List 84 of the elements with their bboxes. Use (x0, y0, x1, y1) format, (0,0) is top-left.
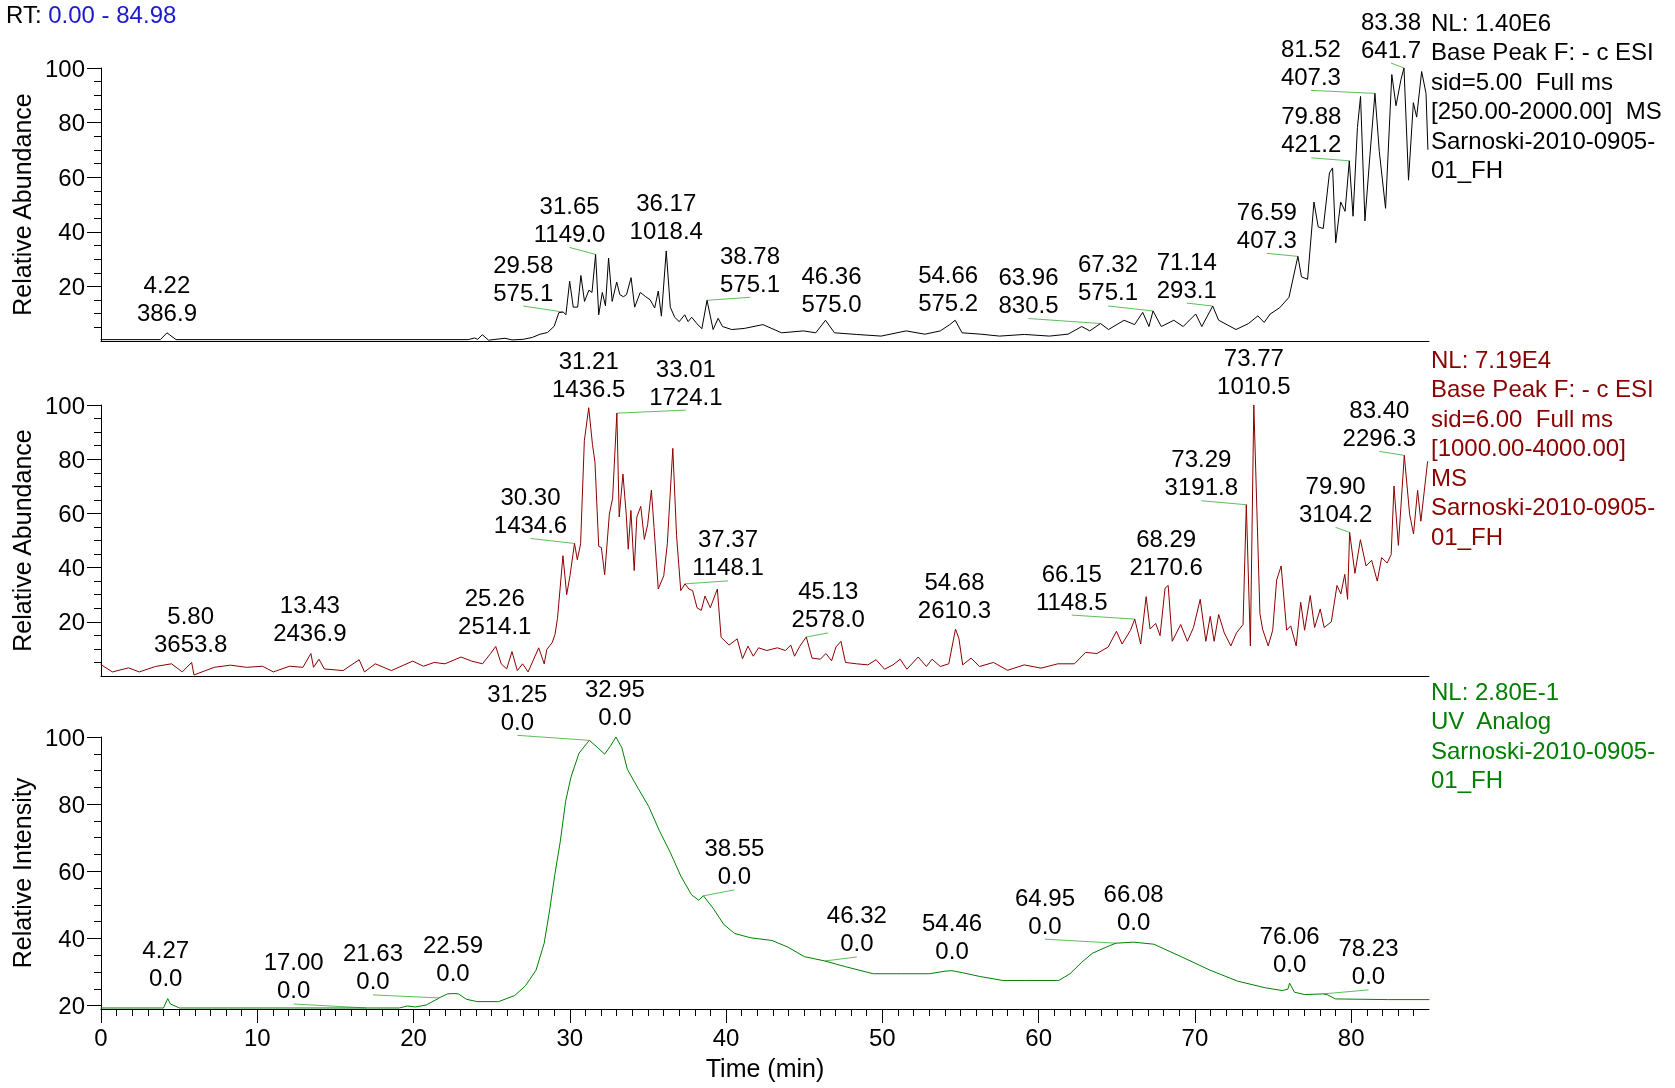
annotation: 78.23 0.0 (1338, 934, 1399, 990)
y-tick-label: 100 (44, 723, 85, 751)
text: Sarnoski-2010-0905-01_FH (1431, 493, 1656, 550)
annotation: 38.78 575.1 (719, 241, 781, 297)
x-tick-label: 30 (556, 1023, 584, 1051)
text: sid=5.00 Full ms (1431, 67, 1614, 95)
annotation: 46.36 575.0 (801, 261, 862, 317)
y-axis-title: Relative Intensity (7, 777, 36, 969)
y-tick-label: 20 (58, 272, 85, 300)
x-tick-label: 80 (1337, 1023, 1365, 1051)
annotation: 63.96 830.5 (998, 263, 1059, 319)
y-axis-title: Relative Abundance (7, 429, 36, 652)
annotation: 21.63 0.0 (342, 939, 404, 995)
x-tick-label: 0 (94, 1023, 108, 1051)
annotation: 36.17 1018.4 (629, 189, 703, 245)
y-tick-label: 100 (44, 391, 85, 419)
annotation: 54.68 2610.3 (917, 567, 992, 623)
chart-title: RT: 0.00 - 84.98 (6, 0, 177, 28)
annotation: 67.32 575.1 (1077, 250, 1139, 306)
y-tick-label: 40 (58, 554, 85, 582)
y-tick-label: 20 (58, 992, 85, 1020)
y-tick-label: 20 (58, 608, 85, 636)
annotation: 73.29 3191.8 (1164, 445, 1239, 501)
y-axis-title: Relative Abundance (7, 93, 36, 316)
text: Base Peak F: - c ESI (1431, 375, 1654, 402)
annotation: 4.22 386.9 (136, 271, 197, 327)
text: UV Analog (1431, 707, 1552, 734)
annotation: 76.59 407.3 (1236, 197, 1297, 253)
x-tick-label: 50 (869, 1023, 896, 1051)
y-tick-label: 40 (58, 924, 85, 952)
text: NL: 7.19E4 (1431, 345, 1552, 373)
text: NL: 2.80E-1 (1431, 677, 1560, 705)
annotation: 79.90 3104.2 (1298, 471, 1373, 527)
text: Base Peak F: - c ESI (1431, 38, 1654, 65)
y-tick-label: 80 (58, 445, 85, 473)
annotation: 54.46 0.0 (922, 909, 983, 965)
annotation: 31.21 1436.5 (552, 347, 626, 403)
text: sid=6.00 Full ms (1431, 404, 1614, 432)
y-tick-label: 60 (58, 499, 85, 527)
x-tick-label: 40 (712, 1023, 740, 1051)
annotation: 31.65 1149.0 (533, 191, 606, 247)
text: Sarnoski-2010-0905-01_FH (1431, 736, 1656, 793)
annotation: 29.58 575.1 (493, 250, 554, 306)
annotation: 79.88 421.2 (1281, 102, 1342, 158)
y-tick-label: 80 (58, 790, 85, 818)
y-tick-label: 80 (58, 109, 85, 137)
annotation: 68.29 2170.6 (1129, 524, 1203, 580)
annotation: 73.77 1010.5 (1217, 343, 1291, 399)
annotation: 71.14 293.1 (1156, 247, 1217, 303)
text: NL: 1.40E6 (1431, 8, 1552, 36)
x-tick-label: 70 (1181, 1023, 1209, 1051)
annotation: 32.95 0.0 (584, 674, 645, 730)
annotation: 30.30 1434.6 (493, 482, 568, 538)
annotation: 66.08 0.0 (1103, 879, 1164, 935)
x-axis-title: Time (min) (705, 1053, 825, 1082)
y-tick-label: 100 (44, 54, 85, 82)
annotation: 4.27 0.0 (142, 936, 190, 992)
annotation: 45.13 2578.0 (791, 577, 865, 633)
y-tick-label: 40 (58, 218, 85, 246)
x-tick-label: 20 (400, 1023, 427, 1051)
y-tick-label: 60 (58, 163, 85, 191)
annotation: 46.32 0.0 (826, 901, 887, 957)
annotation: 25.26 2514.1 (458, 583, 532, 639)
annotation: 66.15 1148.5 (1035, 559, 1108, 615)
x-tick-label: 60 (1025, 1023, 1052, 1051)
annotation: 76.06 0.0 (1259, 921, 1320, 977)
y-tick-label: 60 (58, 857, 85, 885)
annotation: 64.95 0.0 (1014, 883, 1076, 939)
annotation: 5.80 3653.8 (153, 601, 228, 657)
annotation: 38.55 0.0 (704, 834, 765, 890)
annotation: 37.37 1148.1 (692, 525, 764, 581)
annotation: 81.52 407.3 (1280, 34, 1341, 90)
annotation: 17.00 0.0 (263, 948, 324, 1004)
annotation: 22.59 0.0 (422, 931, 484, 987)
annotation: 33.01 1724.1 (649, 354, 723, 410)
text: [250.00-2000.00] MS (1431, 97, 1662, 124)
annotation: 83.40 2296.3 (1342, 395, 1417, 451)
text: [1000.00-4000.00] MS (1431, 434, 1626, 491)
annotation: 83.38 641.7 (1360, 7, 1422, 63)
annotation: 31.25 0.0 (487, 679, 548, 735)
annotation: 54.66 575.2 (918, 260, 979, 316)
x-tick-label: 10 (243, 1023, 271, 1051)
annotation: 13.43 2436.9 (273, 591, 347, 647)
text: Sarnoski-2010-0905-01_FH (1431, 126, 1656, 183)
